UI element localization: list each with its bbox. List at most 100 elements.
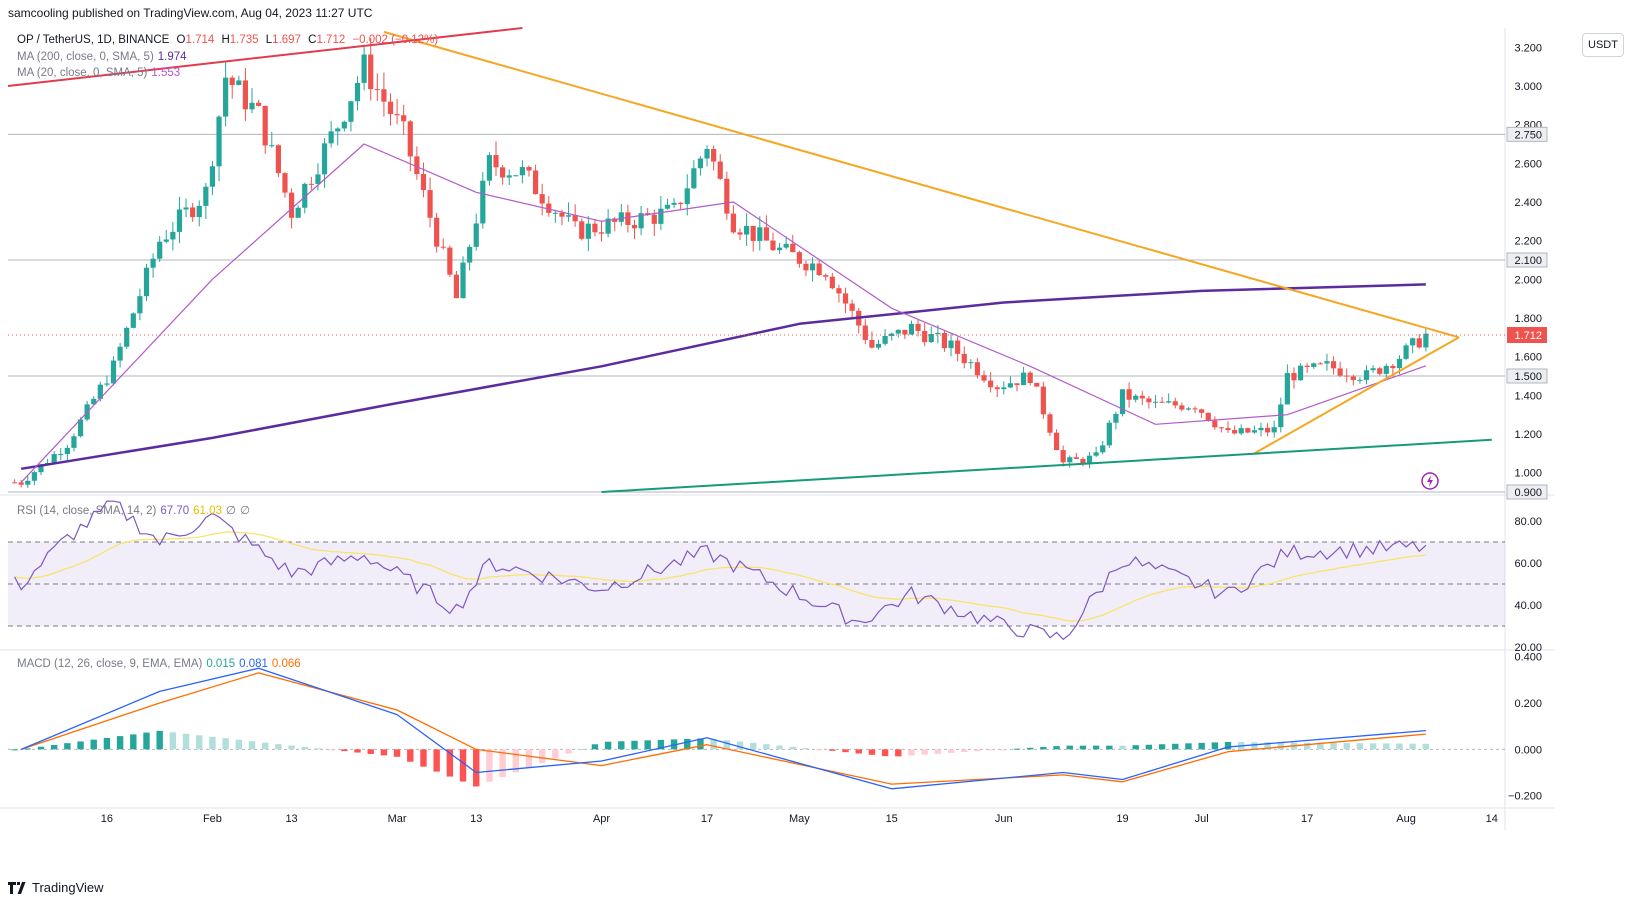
candle-body: [1291, 373, 1297, 381]
candle-body: [216, 116, 222, 167]
last-price-label: 1.712: [1514, 330, 1542, 342]
candle-body: [836, 288, 842, 294]
candle-body: [513, 175, 519, 177]
currency-button[interactable]: USDT: [1582, 33, 1624, 57]
macd-histogram-bar: [802, 748, 810, 750]
macd-histogram-bar: [1119, 745, 1126, 750]
candle-body: [137, 296, 143, 314]
level-badge-label: 2.750: [1514, 129, 1542, 141]
candle-body: [1324, 361, 1330, 364]
ohlc-close: C1.712: [308, 34, 346, 46]
candle-body: [684, 188, 690, 205]
time-axis[interactable]: 16 Feb 13 Mar 13 Apr 17 May 15 Jun 19 Jul 17 Aug 14: [101, 813, 1498, 825]
candle-body: [1166, 401, 1172, 403]
macd-histogram-bar: [631, 740, 638, 750]
macd-histogram-bar: [961, 749, 968, 753]
candle-body: [64, 447, 70, 455]
candle-body: [130, 313, 136, 328]
candle-body: [71, 436, 77, 448]
macd-histogram-bar: [736, 741, 744, 750]
candle-body: [1377, 368, 1383, 374]
candle-body: [1001, 387, 1007, 390]
candle-body: [697, 158, 704, 169]
candle-body: [302, 183, 308, 208]
candle-body: [895, 329, 901, 334]
candle-body: [427, 190, 433, 218]
rsi-ma-value: 61.03: [193, 505, 222, 517]
macd-histogram-bar: [446, 749, 454, 777]
price-tick-label: 2.000: [1514, 274, 1542, 286]
macd-histogram-bar: [209, 736, 216, 750]
macd-histogram-bar: [1026, 747, 1034, 750]
candle-body: [387, 101, 394, 115]
candle-body: [176, 209, 183, 232]
macd-histogram-bar: [1264, 742, 1271, 750]
candle-body: [77, 419, 84, 437]
macd-tick-label: 0.000: [1514, 744, 1542, 756]
macd-histogram-bar: [1409, 743, 1416, 750]
candle-body: [869, 339, 875, 348]
candle-body: [453, 274, 460, 299]
candle-body: [1396, 358, 1403, 369]
macd-histogram-bar: [314, 748, 322, 750]
candle-body: [493, 155, 499, 168]
icons: [1421, 472, 1439, 490]
price-tick-label: 1.200: [1514, 429, 1542, 441]
tradingview-brand[interactable]: TradingView: [8, 880, 104, 895]
macd-histogram-bar: [710, 738, 717, 750]
candle-body: [242, 80, 249, 110]
candle-body: [908, 323, 915, 335]
price-change: −0.002 (−0.12%): [352, 34, 439, 46]
macd-histogram-bar: [486, 749, 493, 782]
price-pane[interactable]: [7, 27, 1505, 493]
candle-body: [783, 243, 789, 248]
candle-body: [776, 247, 783, 251]
level-badge: [1506, 252, 1548, 268]
candle-body: [394, 114, 400, 116]
rsi-ma-line: [14, 531, 1426, 622]
time-tick-label: 19: [1116, 813, 1128, 825]
candle-body: [1179, 405, 1185, 410]
time-tick-label: 13: [470, 813, 482, 825]
macd-histogram-bar: [1172, 743, 1179, 750]
price-tick-label: 2.600: [1514, 158, 1542, 170]
candle-body: [255, 102, 262, 106]
candle-body: [605, 218, 611, 234]
candle-body: [539, 194, 545, 204]
macd-histogram-bar: [934, 749, 942, 754]
candle-body: [229, 77, 235, 85]
macd-histogram-bar: [1198, 742, 1205, 750]
candle-body: [994, 387, 1000, 390]
rsi-pane[interactable]: [8, 500, 1505, 641]
macd-histogram-bar: [380, 749, 388, 756]
candle-body: [750, 225, 756, 241]
candle-body: [150, 258, 156, 268]
price-tick-label: 1.600: [1514, 352, 1542, 364]
candle-body: [809, 263, 816, 271]
candle-body: [1126, 389, 1132, 400]
candle-body: [38, 464, 44, 473]
price-axis[interactable]: 3.2003.0002.8002.6002.4002.2002.0001.800…: [1506, 42, 1548, 803]
candle-body: [1020, 372, 1027, 386]
macd-line: [20, 667, 1426, 790]
candle-body: [190, 207, 196, 218]
macd-histogram-bar: [723, 740, 731, 750]
price-tick-label: 3.200: [1514, 42, 1542, 54]
macd-histogram-bar: [354, 749, 361, 753]
macd-pane[interactable]: [8, 667, 1505, 790]
candle-body: [97, 384, 103, 399]
candle-body: [691, 168, 697, 189]
candle-body: [401, 115, 407, 122]
candle-body: [1152, 401, 1159, 403]
macd-histogram-bar: [327, 749, 335, 751]
candle-body: [25, 480, 31, 485]
macd-histogram-bar: [473, 749, 480, 787]
candle-body: [143, 267, 150, 297]
macd-histogram-bar: [512, 749, 519, 773]
macd-histogram-bar: [578, 748, 585, 750]
publisher-header: samcooling published on TradingView.com,…: [8, 6, 373, 20]
macd-histogram-bar: [644, 740, 651, 750]
macd-histogram-bar: [987, 749, 994, 751]
candle-body: [18, 482, 24, 485]
